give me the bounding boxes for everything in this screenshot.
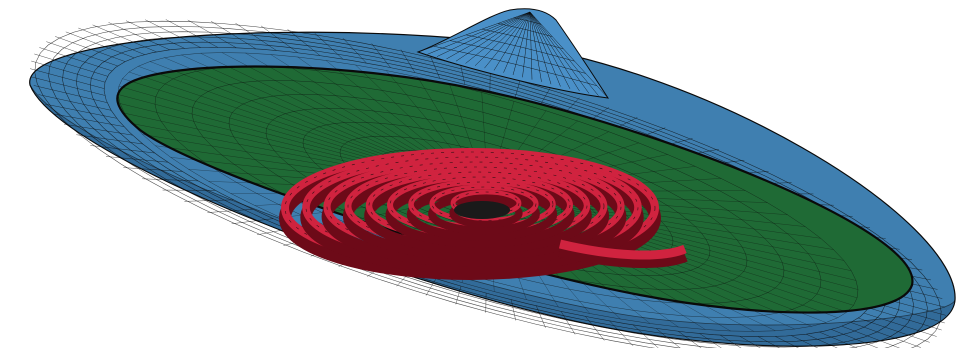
apex-cone-parallel bbox=[481, 28, 564, 50]
outer-disk-radial bbox=[31, 60, 106, 83]
outer-disk-radial bbox=[64, 123, 133, 136]
outer-disk-radial bbox=[460, 63, 466, 85]
outer-disk-radial bbox=[536, 305, 546, 328]
outer-disk-radial bbox=[287, 29, 321, 56]
apex-cone-meridian bbox=[427, 11, 531, 55]
outer-disk-radial bbox=[819, 331, 858, 348]
outer-disk-radial bbox=[92, 24, 157, 53]
apex-cone-meridian bbox=[436, 11, 531, 57]
outer-disk-radial bbox=[868, 307, 942, 331]
apex-cone-part bbox=[416, 8, 609, 99]
apex-cone-parallel bbox=[465, 34, 575, 62]
apex-cone-meridian bbox=[529, 11, 599, 96]
spiral-coil-turn-wall bbox=[428, 193, 540, 235]
spiral-coil-tail bbox=[558, 239, 687, 260]
spiral-coil-core bbox=[454, 201, 510, 219]
outer-disk-radial bbox=[53, 113, 124, 127]
apex-cone-meridian bbox=[465, 11, 531, 64]
outer-disk-radial bbox=[371, 43, 391, 68]
outer-disk-radial bbox=[678, 331, 702, 348]
outer-disk-radial bbox=[55, 36, 126, 62]
outer-disk-radial bbox=[850, 322, 921, 348]
outer-disk-radial bbox=[34, 53, 108, 77]
outer-disk-radial bbox=[207, 209, 253, 213]
outer-disk-radial bbox=[560, 311, 576, 335]
outer-disk-radial bbox=[78, 27, 145, 55]
outer-disk-radial bbox=[758, 336, 780, 348]
outer-disk-radial bbox=[45, 103, 117, 119]
outer-disk-radial bbox=[430, 56, 440, 79]
spiral-coil-tail-wall bbox=[558, 243, 688, 269]
outer-disk-radial bbox=[235, 22, 277, 51]
apex-cone-meridian bbox=[529, 11, 580, 92]
spiral-coil-turn-mesh bbox=[452, 191, 520, 215]
outer-disk-radial bbox=[455, 286, 462, 305]
spiral-coil-turn-mesh bbox=[284, 151, 656, 265]
outer-disk-radial bbox=[342, 37, 367, 64]
outer-disk-radial bbox=[90, 145, 155, 154]
outer-disk-radial bbox=[30, 76, 105, 96]
outer-disk-radial bbox=[514, 79, 521, 98]
apex-cone-parallel bbox=[497, 23, 553, 37]
outer-disk-radial bbox=[65, 31, 135, 58]
outer-disk-radial bbox=[39, 47, 112, 72]
outer-disk-radial bbox=[791, 335, 819, 348]
outer-disk-radial bbox=[123, 167, 183, 172]
outer-disk-radial bbox=[30, 68, 105, 89]
spiral-coil-turns bbox=[279, 148, 688, 280]
outer-disk-radial bbox=[775, 336, 799, 348]
outer-disk-radial bbox=[585, 316, 605, 341]
outer-disk-radial bbox=[165, 19, 218, 48]
spiral-coil-turn-mesh bbox=[368, 171, 588, 240]
outer-disk-radial bbox=[655, 328, 681, 348]
outer-disk-radial bbox=[145, 19, 201, 48]
outer-disk-radial bbox=[858, 317, 930, 343]
outer-disk-radial bbox=[864, 312, 937, 337]
outer-disk-radial bbox=[142, 178, 199, 182]
apex-cone-meridian bbox=[446, 11, 531, 60]
outer-disk-radial bbox=[633, 324, 659, 348]
outer-disk-radial bbox=[231, 218, 274, 225]
outer-disk-radial bbox=[510, 299, 516, 321]
outer-disk-radial bbox=[314, 33, 343, 60]
spiral-coil-part bbox=[279, 148, 688, 280]
outer-disk-radial bbox=[425, 278, 437, 296]
outer-disk-radial bbox=[105, 156, 168, 163]
outer-disk-radial bbox=[33, 85, 108, 103]
apex-cone-meridian bbox=[529, 11, 561, 87]
inner-disk-radial bbox=[523, 209, 776, 331]
apex-cone-parallel bbox=[449, 40, 586, 74]
spiral-coil-turn-mesh bbox=[410, 181, 554, 228]
outer-disk-radial bbox=[210, 20, 256, 50]
outer-disk-radial bbox=[260, 25, 298, 53]
apex-cone-meridian bbox=[417, 11, 531, 53]
apex-cone-mesh bbox=[417, 11, 609, 99]
apex-cone-meridian bbox=[529, 11, 590, 94]
outer-disk-radial bbox=[831, 329, 879, 348]
spiral-coil-turn-mesh bbox=[389, 176, 571, 234]
outer-disk-radial bbox=[720, 334, 742, 348]
apex-cone-meridian bbox=[529, 11, 609, 99]
apex-cone-meridian bbox=[455, 11, 531, 62]
apex-cone-meridian bbox=[529, 11, 571, 89]
spiral-coil-core-centre bbox=[454, 201, 510, 219]
apex-cone-parallel bbox=[513, 17, 542, 25]
apex-cone-parallel bbox=[433, 46, 597, 86]
outer-disk-radial bbox=[125, 20, 185, 49]
outer-disk-radial bbox=[108, 22, 170, 51]
outer-disk-radial bbox=[699, 333, 722, 348]
outer-disk-radial bbox=[539, 88, 551, 106]
outer-disk-radial bbox=[38, 94, 112, 111]
outer-disk-radial bbox=[609, 320, 634, 347]
outer-disk-radial bbox=[76, 134, 143, 145]
outer-disk-radial bbox=[400, 49, 416, 73]
spiral-coil-turn-mesh bbox=[431, 186, 537, 221]
outer-disk-radial bbox=[46, 41, 118, 67]
outer-disk-radial bbox=[187, 19, 237, 48]
outer-disk-radial bbox=[739, 336, 761, 348]
outer-disk-radial bbox=[184, 199, 234, 202]
